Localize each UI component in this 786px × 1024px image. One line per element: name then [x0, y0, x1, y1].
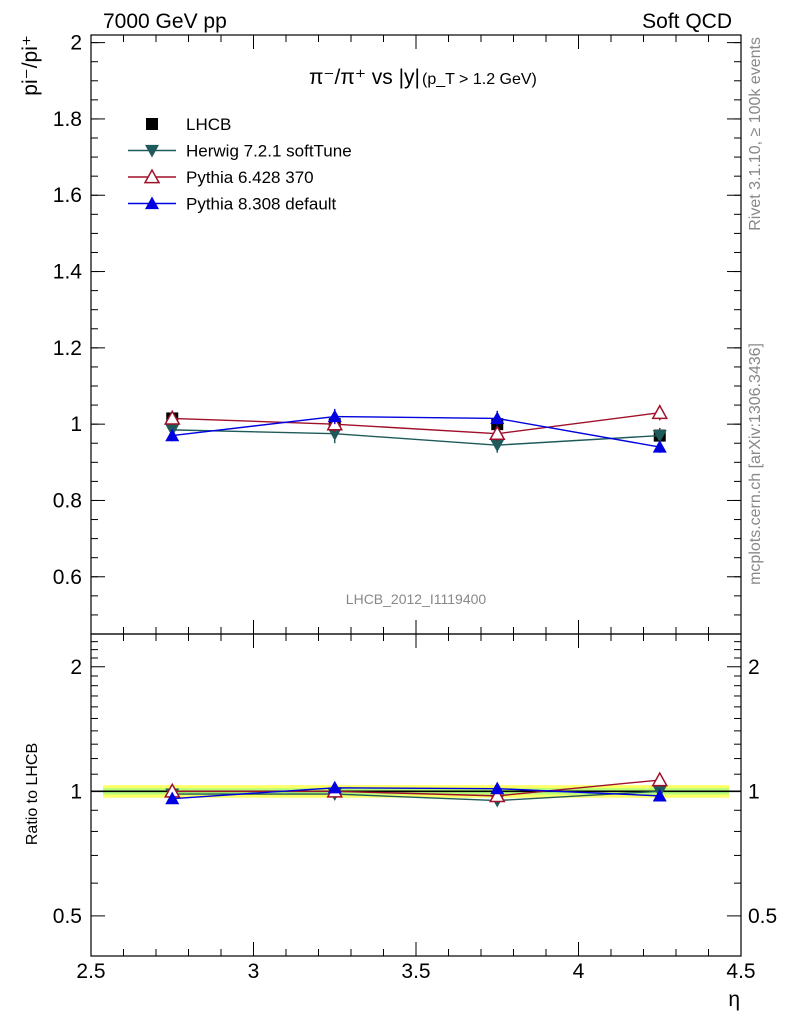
main-ytick-label: 1.4	[53, 261, 83, 284]
rivet-label: Rivet 3.1.10, ≥ 100k events	[747, 37, 764, 231]
plot-title-cut: (p_T > 1.2 GeV)	[422, 71, 537, 88]
main-ytick-label: 1	[70, 413, 82, 436]
legend-label: Pythia 8.308 default	[186, 195, 337, 214]
legend-entry: LHCB	[146, 115, 231, 134]
main-series	[163, 404, 669, 442]
ratio-data-point	[490, 781, 505, 795]
ratio-frame	[90, 633, 742, 957]
legend-entry: Herwig 7.2.1 softTune	[128, 142, 352, 161]
main-data-point	[490, 411, 505, 425]
ratio-ylabel: Ratio to LHCB	[24, 743, 41, 845]
ratio-series-line	[172, 787, 660, 800]
ratio-data-point	[165, 791, 180, 805]
header-left: 7000 GeV pp	[103, 10, 227, 33]
ratio-ytick-label-right: 1	[748, 780, 760, 803]
xtick-label: 4	[573, 960, 585, 983]
legend: LHCB Herwig 7.2.1 softTune Pythia 6.428 37…	[128, 115, 352, 214]
legend-marker	[145, 144, 159, 158]
main-ytick-label: 0.6	[53, 566, 82, 589]
legend-marker	[146, 118, 158, 130]
ratio-data-point	[652, 788, 667, 802]
main-series-line	[172, 429, 660, 446]
main-ytick-label: 1.2	[53, 337, 82, 360]
main-data-point	[490, 439, 505, 453]
plot-title-main: π⁻/π⁺ vs |y|	[309, 66, 420, 89]
legend-entry: Pythia 8.308 default	[128, 195, 337, 214]
xtick-label: 2.5	[76, 960, 105, 983]
main-data-point	[163, 409, 181, 425]
ratio-ytick-label-right: 0.5	[748, 905, 777, 928]
ratio-ytick-label-left: 1	[70, 780, 82, 803]
ratio-series-line	[172, 779, 660, 797]
ratio-series-line	[172, 790, 660, 802]
ratio-data-point	[327, 780, 342, 794]
ratio-data-point	[651, 771, 669, 787]
main-data-point	[165, 428, 180, 442]
ratio-ytick-label-right: 2	[748, 656, 760, 679]
ratio-ytick-label-left: 0.5	[53, 905, 82, 928]
main-axis-ticks: 0.6 0.8 1 1.2 1.4 1.6 1.8 2	[53, 32, 742, 634]
xtick-label: 4.5	[726, 960, 755, 983]
main-data-point	[652, 430, 667, 443]
watermark: LHCB_2012_I1119400	[346, 591, 487, 607]
ratio-data-point	[488, 787, 506, 803]
legend-marker	[145, 196, 159, 210]
main-ytick-label: 1.6	[53, 184, 82, 207]
main-series-line	[172, 415, 660, 448]
legend-label: Pythia 6.428 370	[186, 168, 314, 187]
mcplots-label: mcplots.cern.ch [arXiv:1306.3436]	[747, 343, 764, 585]
main-data-point	[651, 404, 669, 420]
main-series-layer	[163, 404, 669, 453]
ratio-series	[165, 780, 667, 805]
main-series	[165, 408, 667, 453]
xlabel: η	[728, 988, 740, 1011]
ratio-ytick-label-left: 2	[70, 656, 82, 679]
legend-label: LHCB	[186, 115, 231, 134]
xtick-label: 3.5	[401, 960, 430, 983]
plot-title: π⁻/π⁺ vs |y|	[309, 66, 420, 89]
xtick-label: 3	[248, 960, 260, 983]
main-data-point	[652, 440, 667, 453]
legend-label: Herwig 7.2.1 softTune	[186, 142, 352, 161]
main-ylabel: pi⁻/pi⁺	[19, 35, 42, 96]
ratio-axis-ticks: 0.5 0.5 1 1 2 2 2.5 3 3.5 4 4.5	[53, 634, 777, 983]
legend-entry: Pythia 6.428 370	[128, 168, 314, 187]
header-right: Soft QCD	[642, 10, 732, 33]
main-series-line	[172, 412, 660, 435]
legend-marker	[143, 168, 161, 184]
main-ytick-label: 0.8	[53, 489, 82, 512]
ratio-series-layer	[163, 771, 669, 808]
main-data-point	[327, 409, 342, 423]
main-data-point	[327, 428, 342, 441]
main-ytick-label: 2	[70, 32, 82, 55]
main-ytick-label: 1.8	[53, 108, 82, 131]
main-data-point	[488, 425, 506, 441]
